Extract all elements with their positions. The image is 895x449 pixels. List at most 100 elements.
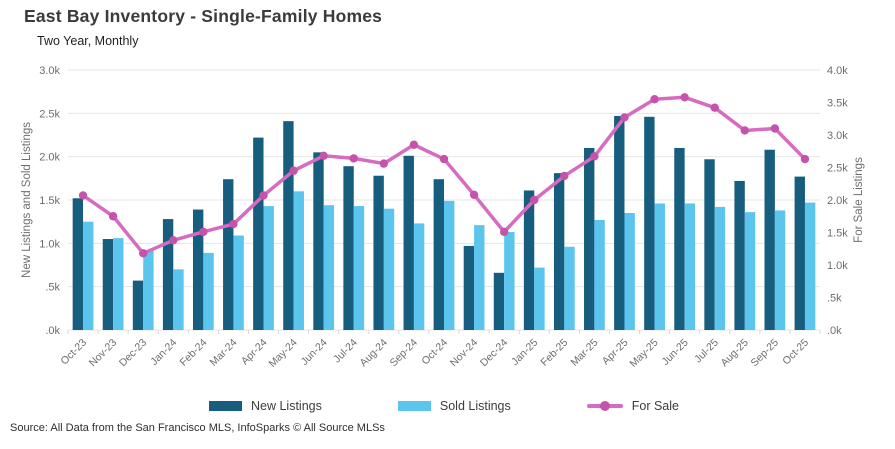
bar-new-listings-May-25[interactable] xyxy=(644,116,655,330)
bar-sold-listings-Oct-25[interactable] xyxy=(804,202,816,330)
bar-new-listings-Feb-25[interactable] xyxy=(553,173,565,330)
for-sale-point-Oct-23[interactable] xyxy=(78,191,88,200)
for-sale-point-Oct-24[interactable] xyxy=(439,154,449,164)
bar-sold-listings-Apr-25[interactable] xyxy=(624,213,635,330)
bar-new-listings-Jan-24[interactable] xyxy=(162,219,174,330)
legend-label: New Listings xyxy=(251,399,322,413)
bar-sold-listings-Nov-24[interactable] xyxy=(474,225,485,330)
right-axis-tick-label: 3.0k xyxy=(827,130,848,142)
bar-new-listings-Jul-24[interactable] xyxy=(343,166,354,330)
bar-new-listings-Mar-25[interactable] xyxy=(584,148,595,330)
x-axis-label: Feb-24 xyxy=(177,337,209,369)
bar-sold-listings-Jun-24[interactable] xyxy=(323,205,335,330)
bar-sold-listings-Sep-25[interactable] xyxy=(774,210,786,330)
bar-new-listings-Jan-25[interactable] xyxy=(523,190,535,330)
bar-new-listings-Aug-25[interactable] xyxy=(734,180,745,330)
bar-new-listings-Dec-24[interactable] xyxy=(493,272,505,330)
x-axis-label: May-24 xyxy=(266,337,299,370)
for-sale-point-Aug-24[interactable] xyxy=(379,159,389,168)
for-sale-point-Jul-24[interactable] xyxy=(349,154,358,163)
bar-sold-listings-Aug-24[interactable] xyxy=(383,208,395,330)
for-sale-point-Feb-25[interactable] xyxy=(560,171,569,181)
bar-new-listings-Aug-24[interactable] xyxy=(373,175,384,330)
bar-sold-listings-Jul-25[interactable] xyxy=(714,206,726,330)
bar-sold-listings-Feb-24[interactable] xyxy=(203,252,214,330)
for-sale-point-May-25[interactable] xyxy=(650,95,659,104)
bar-new-listings-Apr-24[interactable] xyxy=(253,137,264,330)
for-sale-point-Nov-24[interactable] xyxy=(469,190,479,199)
for-sale-point-Aug-25[interactable] xyxy=(740,126,749,135)
bar-new-listings-May-24[interactable] xyxy=(283,121,294,330)
bar-new-listings-Apr-25[interactable] xyxy=(614,115,625,330)
bar-new-listings-Jun-24[interactable] xyxy=(313,152,324,330)
for-sale-point-Sep-24[interactable] xyxy=(409,140,419,149)
bar-sold-listings-May-25[interactable] xyxy=(654,203,665,330)
x-axis-label: Aug-24 xyxy=(358,337,391,370)
legend-label: For Sale xyxy=(631,399,679,413)
bar-sold-listings-Mar-25[interactable] xyxy=(594,219,605,330)
bar-sold-listings-Mar-24[interactable] xyxy=(233,235,244,330)
bar-new-listings-Dec-23[interactable] xyxy=(132,280,144,330)
for-sale-point-Jun-24[interactable] xyxy=(319,151,328,160)
sold-listings-swatch-icon xyxy=(397,401,431,411)
bar-sold-listings-Dec-24[interactable] xyxy=(504,232,515,330)
bar-new-listings-Sep-25[interactable] xyxy=(764,149,775,330)
legend-item-new-listings[interactable]: New Listings xyxy=(209,399,322,413)
left-axis-tick-label: .5k xyxy=(45,282,60,294)
for-sale-point-Jan-25[interactable] xyxy=(530,195,539,205)
bar-sold-listings-Apr-24[interactable] xyxy=(263,206,274,330)
bar-new-listings-Oct-25[interactable] xyxy=(794,176,805,330)
bar-new-listings-Oct-24[interactable] xyxy=(433,179,444,330)
bar-new-listings-Jun-25[interactable] xyxy=(674,148,685,330)
bar-sold-listings-Jan-25[interactable] xyxy=(534,267,545,330)
right-axis-tick-label: 4.0k xyxy=(827,65,848,77)
chart-subtitle: Two Year, Monthly xyxy=(37,34,139,48)
bar-sold-listings-Aug-25[interactable] xyxy=(744,212,756,330)
for-sale-point-Feb-24[interactable] xyxy=(199,227,208,237)
page-title: East Bay Inventory - Single-Family Homes xyxy=(24,6,383,26)
bar-sold-listings-Jul-24[interactable] xyxy=(353,206,365,330)
for-sale-point-Apr-25[interactable] xyxy=(620,113,629,122)
for-sale-point-Nov-23[interactable] xyxy=(108,212,118,221)
bar-sold-listings-Jan-24[interactable] xyxy=(173,269,184,330)
bar-sold-listings-Dec-23[interactable] xyxy=(143,250,154,330)
right-axis-tick-label: 1.0k xyxy=(827,260,848,272)
for-sale-point-Jan-24[interactable] xyxy=(169,236,178,245)
for-sale-point-Dec-23[interactable] xyxy=(139,249,148,258)
left-axis-tick-label: 2.5k xyxy=(39,108,60,120)
x-axis-label: Jul-24 xyxy=(331,337,360,366)
for-sale-point-May-24[interactable] xyxy=(289,166,298,175)
for-sale-point-Mar-25[interactable] xyxy=(590,152,599,161)
for-sale-point-Oct-25[interactable] xyxy=(800,154,810,164)
right-axis-tick-label: .0k xyxy=(827,325,842,337)
bar-new-listings-Nov-24[interactable] xyxy=(463,245,475,330)
bar-new-listings-Sep-24[interactable] xyxy=(403,155,414,330)
for-sale-point-Mar-24[interactable] xyxy=(229,219,238,229)
bar-sold-listings-Nov-23[interactable] xyxy=(113,238,124,330)
bar-sold-listings-Feb-25[interactable] xyxy=(564,246,575,330)
x-axis-label: Dec-24 xyxy=(478,337,511,370)
bar-sold-listings-Oct-24[interactable] xyxy=(444,200,455,330)
bar-new-listings-Jul-25[interactable] xyxy=(704,159,715,330)
x-axis-label: Aug-25 xyxy=(718,337,751,370)
bar-sold-listings-Oct-23[interactable] xyxy=(83,221,94,330)
bar-new-listings-Feb-24[interactable] xyxy=(192,209,204,330)
bar-sold-listings-May-24[interactable] xyxy=(293,191,304,330)
chart-legend: New Listings Sold Listings For Sale xyxy=(68,399,820,413)
bar-new-listings-Mar-24[interactable] xyxy=(223,179,234,330)
for-sale-point-Jul-25[interactable] xyxy=(710,103,719,112)
legend-item-sold-listings[interactable]: Sold Listings xyxy=(397,399,511,413)
bar-sold-listings-Sep-24[interactable] xyxy=(413,223,425,330)
for-sale-point-Sep-25[interactable] xyxy=(770,124,780,133)
bar-new-listings-Nov-23[interactable] xyxy=(102,239,114,330)
right-axis-tick-label: 3.5k xyxy=(827,98,848,110)
for-sale-point-Apr-24[interactable] xyxy=(259,191,268,200)
left-axis-tick-label: 1.0k xyxy=(39,238,60,250)
bar-new-listings-Oct-23[interactable] xyxy=(72,198,84,330)
for-sale-point-Dec-24[interactable] xyxy=(499,227,509,237)
bar-sold-listings-Jun-25[interactable] xyxy=(684,203,696,330)
x-axis-label: Jul-25 xyxy=(692,337,721,366)
legend-item-for-sale[interactable]: For Sale xyxy=(586,399,679,413)
left-axis-tick-label: 3.0k xyxy=(39,65,60,77)
for-sale-point-Jun-25[interactable] xyxy=(680,93,689,102)
